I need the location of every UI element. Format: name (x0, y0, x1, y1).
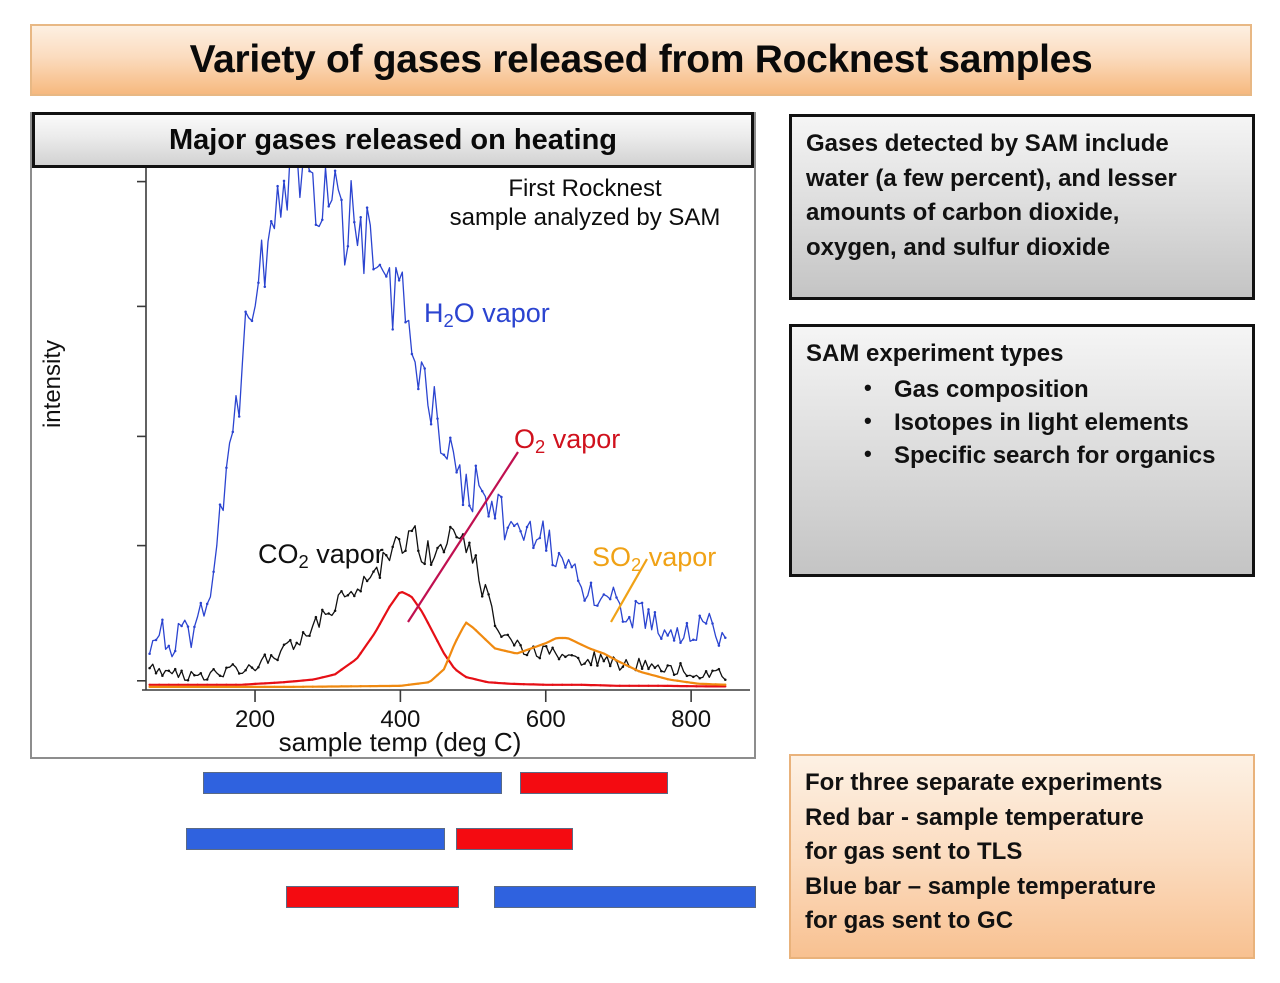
subscript: 2 (631, 554, 642, 576)
experiment-bar-blue (494, 886, 756, 908)
chart-header-title: Major gases released on heating (168, 123, 618, 156)
experiment-bar-blue (186, 828, 445, 850)
plot-subtitle-line2: sample analyzed by SAM (449, 204, 721, 232)
gas-release-plot (137, 147, 750, 702)
experiment-type-item: • Specific search for organics (864, 439, 1238, 472)
subscript: 2 (535, 436, 546, 458)
slide-title-banner: Variety of gases released from Rocknest … (30, 24, 1252, 96)
experiment-type-item: • Gas composition (864, 373, 1238, 406)
experiment-types-box: SAM experiment types • Gas composition • Is… (789, 324, 1255, 577)
experiment-bar-red (520, 772, 668, 794)
chart-header-banner: Major gases released on heating (32, 112, 754, 168)
series-so2-vapor (148, 621, 727, 689)
subscript: 2 (443, 310, 454, 332)
experiment-type-label: Gas composition (894, 376, 1089, 404)
bullet-icon: • (864, 375, 872, 401)
plot-subtitle-line1: First Rocknest (508, 175, 662, 202)
gases-line: amounts of carbon dioxide, (806, 199, 1120, 227)
x-tick-label: 600 (525, 706, 566, 733)
bullet-icon: • (864, 441, 872, 467)
experiment-type-label: Specific search for organics (894, 442, 1216, 470)
series-label-o2: O2 vapor (514, 424, 620, 458)
experiment-bar-red (456, 828, 573, 850)
gases-line: water (a few percent), and lesser (806, 164, 1177, 192)
experiment-bars-area (0, 760, 770, 925)
x-tick-label: 400 (380, 706, 421, 733)
series-label-co2: CO2 vapor (258, 539, 384, 573)
plot-axes (137, 166, 750, 702)
experiment-type-label: Isotopes in light elements (894, 409, 1189, 437)
bars-legend-line: for gas sent to GC (805, 907, 1014, 935)
experiment-types-list: • Gas composition • Isotopes in light eleme… (806, 373, 1238, 472)
plot-subtitle-annotation: First Rocknest sample analyzed by SAM (420, 174, 750, 233)
gases-line: oxygen, and sulfur dioxide (806, 233, 1111, 261)
series-label-so2-text: SO2 vapor (592, 542, 717, 576)
bars-legend-line: Blue bar – sample temperature (805, 872, 1156, 900)
experiment-type-item: • Isotopes in light elements (864, 406, 1238, 439)
chart-panel (30, 112, 756, 759)
series-label-h2o-text: H2O vapor (424, 298, 550, 332)
experiment-bar-red (286, 886, 459, 908)
experiment-bar-blue (203, 772, 502, 794)
x-axis-label: sample temp (deg C) (278, 727, 522, 757)
series-label-o2-text: O2 vapor (514, 424, 621, 458)
page-title: Variety of gases released from Rocknest … (189, 38, 1093, 81)
series-o2-vapor (148, 591, 727, 688)
series-h2o-vapor (148, 147, 727, 658)
label-leader-lines (407, 451, 648, 623)
x-tick-label: 800 (671, 706, 712, 733)
bullet-icon: • (864, 408, 872, 434)
bars-legend-line: for gas sent to TLS (805, 838, 1023, 866)
gases-detected-box: Gases detected by SAM include water (a f… (789, 114, 1255, 300)
bars-legend-line: Red bar - sample temperature (805, 803, 1144, 831)
gases-line: Gases detected by SAM include (806, 130, 1169, 157)
subscript: 2 (298, 551, 309, 573)
bars-legend-box: For three separate experiments Red bar -… (789, 754, 1255, 959)
x-tick-label: 200 (234, 706, 276, 733)
series-label-co2-text: CO2 vapor (258, 539, 384, 573)
bars-legend-line: For three separate experiments (805, 769, 1163, 796)
experiment-types-heading: SAM experiment types (806, 340, 1064, 367)
series-label-so2: SO2 vapor (592, 542, 716, 576)
series-label-h2o: H2O vapor (424, 298, 550, 332)
y-axis-label: intensity (39, 339, 66, 429)
